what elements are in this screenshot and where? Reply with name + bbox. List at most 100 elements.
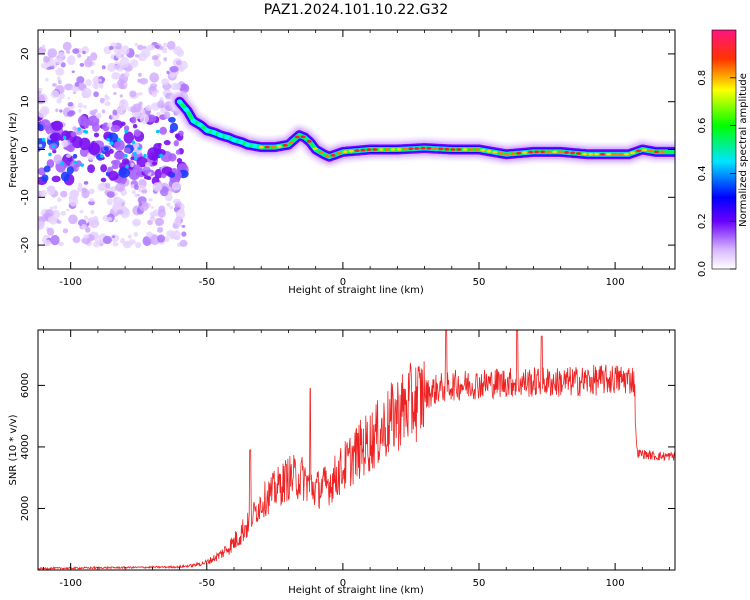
noise-blob (115, 219, 119, 223)
noise-blob (139, 77, 149, 85)
y-tick-label: 20 (20, 48, 31, 61)
noise-blob (106, 198, 113, 206)
noise-blob (150, 83, 158, 89)
noise-blob (92, 82, 99, 89)
y-tick-label: -20 (20, 237, 31, 253)
noise-blob (166, 40, 176, 50)
noise-blob (83, 180, 89, 185)
noise-blob (62, 41, 72, 51)
noise-peak (159, 153, 163, 158)
noise-blob (64, 83, 74, 91)
noise-blob (127, 234, 133, 239)
ridge-peak (294, 135, 300, 139)
noise-blob (118, 167, 131, 178)
ridge-peak (611, 152, 618, 156)
noise-peak (133, 151, 137, 156)
noise-blob (176, 222, 182, 228)
noise-blob (110, 124, 121, 133)
noise-blob (157, 208, 166, 218)
noise-blob (133, 221, 139, 227)
x-tick-label: 0 (340, 578, 346, 589)
ridge-peak (522, 151, 528, 155)
noise-blob (153, 59, 162, 67)
noise-blob (104, 150, 111, 158)
noise-blob (107, 170, 119, 181)
noise-peak (60, 161, 64, 166)
colorbar-tick-label: 0.2 (697, 213, 708, 229)
noise-blob (43, 239, 52, 247)
snr-frame (37, 329, 676, 571)
noise-blob (90, 209, 95, 215)
noise-blob (90, 69, 95, 74)
noise-peak (133, 156, 138, 161)
noise-blob (112, 196, 118, 203)
noise-blob (84, 226, 91, 233)
noise-blob (101, 65, 106, 70)
noise-blob (174, 133, 181, 139)
noise-blob (81, 188, 90, 199)
noise-blob (146, 231, 153, 238)
noise-blob (171, 168, 177, 173)
x-tick-label: -100 (59, 578, 82, 589)
noise-blob (172, 170, 182, 180)
noise-blob (87, 120, 94, 126)
noise-blob (87, 164, 95, 174)
noise-blob (56, 98, 62, 104)
colorbar-tick-label: 0.4 (697, 165, 708, 181)
noise-blob (104, 101, 111, 107)
noise-blob (179, 239, 188, 247)
ridge-peak (176, 99, 183, 104)
y-tick-label: 6000 (20, 373, 31, 398)
ridge-peak (354, 149, 360, 153)
noise-blob (79, 147, 90, 157)
noise-blob (175, 60, 182, 66)
noise-blob (85, 79, 92, 87)
noise-blob (89, 198, 95, 202)
ridge-peak (588, 152, 594, 156)
noise-peak (131, 140, 136, 145)
noise-blob (154, 168, 163, 179)
noise-blob (50, 234, 60, 246)
noise-blob (130, 116, 137, 124)
noise-blob (55, 108, 59, 113)
noise-blob (102, 235, 112, 245)
colorbar-tick-label: 0.6 (697, 118, 708, 134)
noise-blob (108, 45, 114, 51)
noise-blob (129, 90, 137, 98)
noise-blob (72, 236, 81, 244)
noise-blob (119, 94, 123, 98)
noise-blob (174, 218, 181, 225)
ridge-peak (390, 148, 396, 151)
noise-blob (53, 154, 62, 165)
noise-blob (60, 190, 68, 198)
noise-blob (145, 104, 152, 112)
noise-blob (166, 230, 176, 237)
ridge-peak (629, 151, 636, 155)
ridge-peak (474, 148, 480, 151)
ridge-peak (438, 147, 444, 151)
x-tick-label: -100 (59, 277, 82, 288)
ridge-peak (617, 152, 624, 156)
x-tick-label: 0 (340, 277, 346, 288)
noise-blob (179, 83, 190, 94)
x-tick-label: -50 (199, 578, 215, 589)
noise-blob (111, 83, 119, 89)
x-tick-label: -50 (199, 277, 215, 288)
noise-blob (107, 132, 119, 144)
ridge-peak (653, 150, 660, 154)
colorbar-tick-label: 0.8 (697, 70, 708, 86)
noise-blob (72, 91, 77, 94)
noise-peak (117, 137, 121, 142)
ridge-peak (546, 150, 552, 154)
noise-blob (137, 44, 144, 51)
noise-blob (93, 132, 100, 138)
noise-blob (151, 90, 158, 98)
noise-blob (98, 83, 104, 89)
noise-blob (160, 173, 167, 179)
noise-blob (77, 115, 88, 127)
noise-blob (120, 56, 130, 69)
ridge-peak (217, 132, 224, 138)
noise-blob (136, 156, 148, 168)
ridge-peak (366, 148, 372, 151)
noise-blob (161, 166, 173, 176)
